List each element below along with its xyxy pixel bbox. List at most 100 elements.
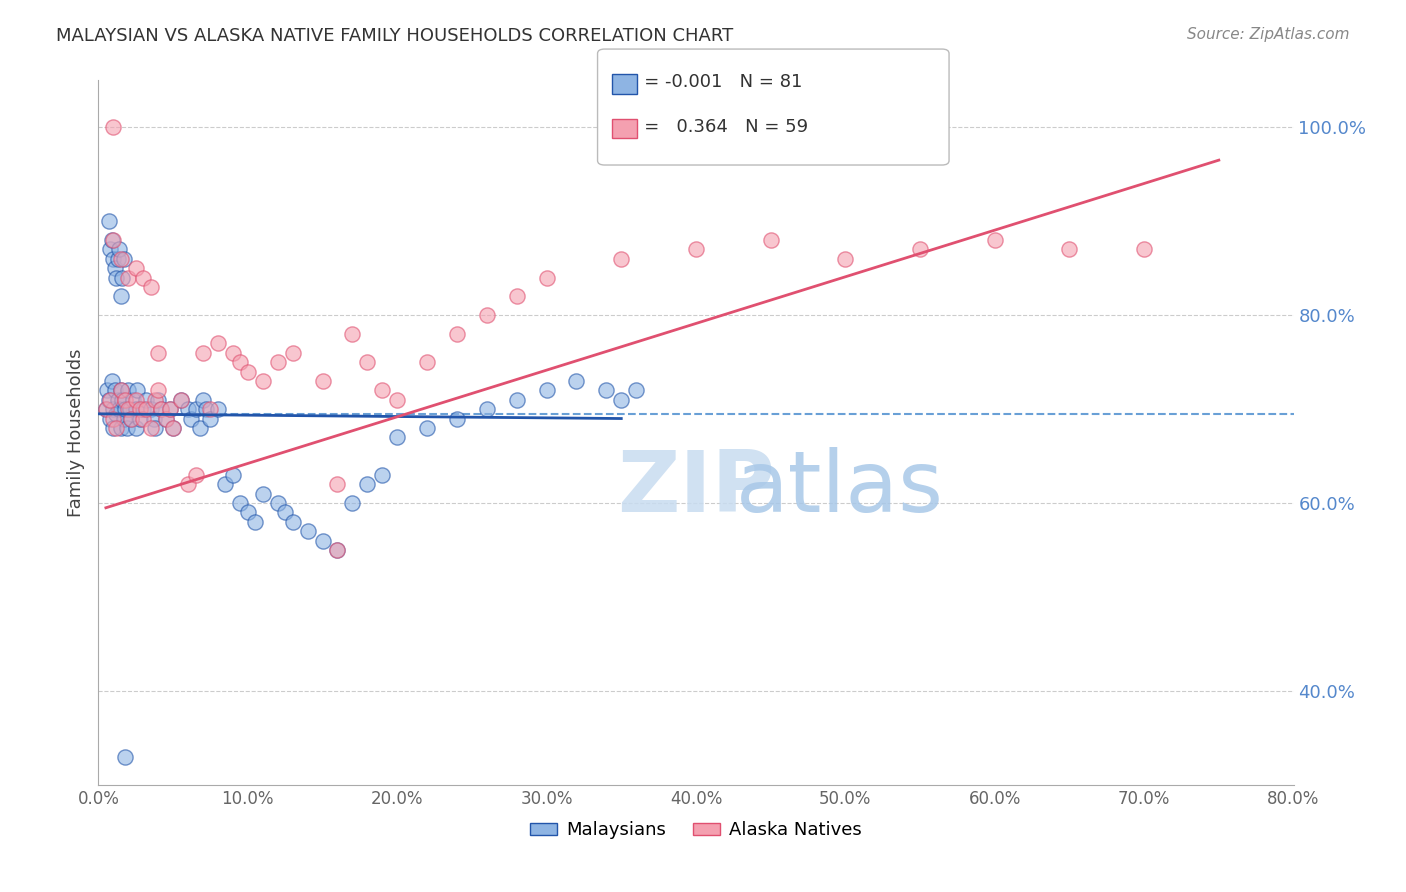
Point [98, 411, 122, 425]
Point [356, 477, 378, 491]
Point [184, 467, 207, 482]
Point [114, 402, 136, 417]
Point [326, 543, 349, 558]
Point [105, 270, 128, 285]
Point [371, 384, 394, 398]
Point [595, 384, 617, 398]
Point [326, 543, 349, 558]
Point [118, 402, 141, 417]
Point [267, 496, 290, 510]
Point [103, 421, 125, 435]
Point [162, 421, 184, 435]
Point [311, 374, 333, 388]
Point [214, 477, 236, 491]
Point [342, 496, 364, 510]
Point [103, 411, 125, 425]
Point [121, 392, 143, 407]
Point [143, 392, 166, 407]
Point [108, 243, 131, 257]
Point [104, 261, 127, 276]
Point [125, 392, 148, 407]
Point [252, 374, 274, 388]
Point [385, 430, 409, 444]
Point [117, 402, 139, 417]
Point [371, 467, 394, 482]
Point [356, 355, 378, 369]
Point [159, 402, 181, 417]
Point [207, 402, 229, 417]
Point [107, 392, 129, 407]
Point [207, 336, 229, 351]
Point [105, 421, 128, 435]
Point [385, 392, 409, 407]
Y-axis label: Family Households: Family Households [66, 349, 84, 516]
Point [103, 233, 125, 247]
Point [188, 421, 211, 435]
Point [101, 374, 124, 388]
Point [229, 496, 252, 510]
Point [115, 421, 138, 435]
Point [685, 243, 707, 257]
Text: R = -0.001   N = 81: R = -0.001 N = 81 [626, 73, 801, 91]
Point [155, 411, 177, 425]
Point [101, 233, 124, 247]
Point [252, 486, 274, 500]
Point [236, 506, 259, 520]
Point [267, 355, 290, 369]
Point [245, 515, 267, 529]
Point [180, 411, 202, 425]
Point [135, 402, 157, 417]
Point [416, 355, 439, 369]
Point [110, 289, 132, 303]
Point [475, 308, 498, 322]
Point [111, 392, 134, 407]
Point [229, 355, 252, 369]
Point [110, 384, 132, 398]
Point [142, 411, 165, 425]
Point [834, 252, 856, 266]
Point [105, 407, 128, 421]
Point [97, 392, 120, 407]
Point [311, 533, 333, 548]
Point [112, 252, 135, 266]
Point [103, 120, 125, 135]
Point [1059, 243, 1081, 257]
Point [281, 515, 304, 529]
Point [297, 524, 319, 539]
Point [159, 402, 181, 417]
Point [94, 402, 117, 417]
Point [129, 411, 152, 425]
Point [475, 402, 498, 417]
Point [125, 402, 148, 417]
Point [177, 477, 200, 491]
Point [236, 365, 259, 379]
Point [148, 384, 170, 398]
Point [108, 402, 131, 417]
Point [446, 411, 468, 425]
Point [326, 477, 349, 491]
Point [98, 243, 122, 257]
Point [111, 270, 134, 285]
Point [610, 252, 633, 266]
Point [120, 411, 142, 425]
Point [150, 402, 173, 417]
Point [281, 345, 304, 359]
Point [114, 392, 136, 407]
Point [536, 270, 558, 285]
Point [114, 749, 136, 764]
Text: ZIP: ZIP [617, 448, 775, 531]
Point [195, 402, 218, 417]
Point [103, 252, 125, 266]
Point [191, 392, 214, 407]
Point [125, 421, 148, 435]
Point [222, 467, 245, 482]
Point [98, 392, 122, 407]
Point [143, 421, 166, 435]
Point [162, 421, 184, 435]
Point [984, 233, 1007, 247]
Point [184, 402, 207, 417]
Point [135, 392, 157, 407]
Point [222, 345, 245, 359]
Point [342, 326, 364, 341]
Point [110, 384, 132, 398]
